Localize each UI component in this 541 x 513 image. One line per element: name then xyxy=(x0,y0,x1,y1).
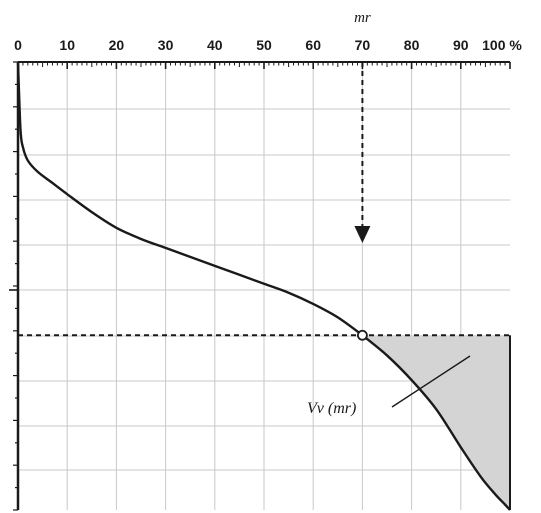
x-tick-label: 50 xyxy=(256,37,272,53)
vv-shaded-area xyxy=(362,335,510,510)
series-line xyxy=(16,61,511,511)
x-tick-label: 30 xyxy=(158,37,174,53)
intersection-marker xyxy=(356,329,368,341)
x-tick-label: 100 % xyxy=(482,37,522,53)
x-tick-label: 0 xyxy=(14,37,22,53)
grid xyxy=(18,62,510,510)
annotation-leader-line xyxy=(391,355,471,408)
x-axis-title: mr xyxy=(354,10,371,26)
x-tick-label: 40 xyxy=(207,37,223,53)
arrow-head xyxy=(354,226,371,243)
x-axis-ticks: 0 10 20 30 40 50 60 70 80 90 100 % xyxy=(14,37,522,69)
x-tick-label: 60 xyxy=(305,37,321,53)
vv-annotation-label: Vv (mr) xyxy=(307,400,356,417)
x-tick-label: 20 xyxy=(109,37,125,53)
x-tick-label: 10 xyxy=(59,37,75,53)
x-tick-label: 80 xyxy=(404,37,420,53)
x-tick-label: 70 xyxy=(355,37,371,53)
x-tick-label: 90 xyxy=(453,37,469,53)
y-axis-ticks xyxy=(9,61,18,511)
